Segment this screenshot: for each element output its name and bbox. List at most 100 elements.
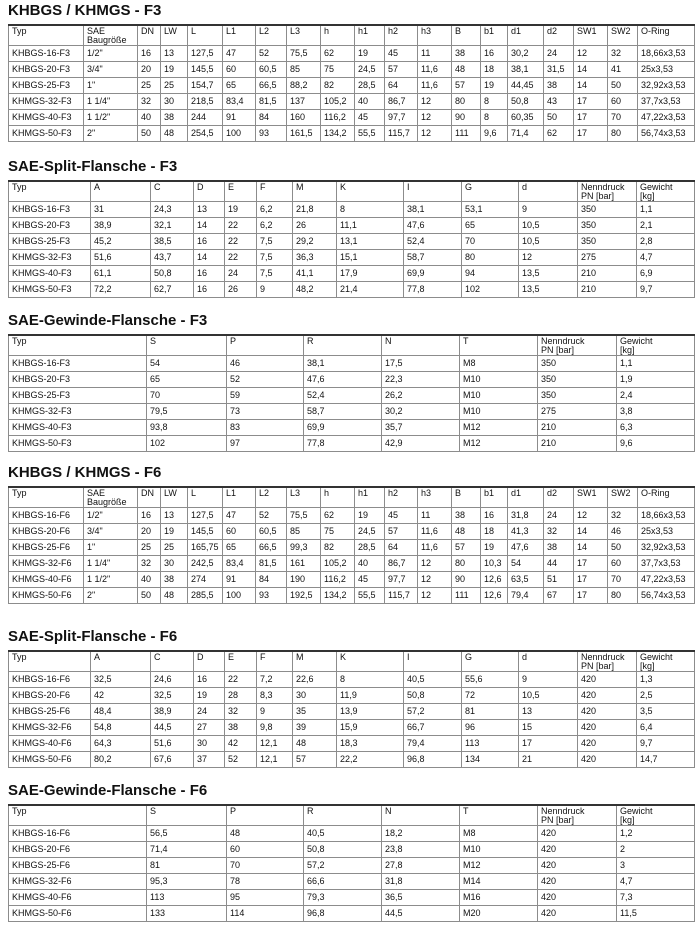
- table-cell: 70: [607, 109, 638, 126]
- table-cell: 19: [480, 77, 508, 94]
- table-cell: 102: [461, 281, 519, 298]
- table-cell: 48: [160, 125, 188, 142]
- table-cell: 56,5: [146, 825, 227, 842]
- table-cell: 111: [451, 125, 481, 142]
- table-cell: 7,5: [256, 265, 293, 282]
- column-header: h2: [384, 24, 418, 46]
- column-header: P: [226, 804, 304, 826]
- table-cell: 65: [222, 77, 256, 94]
- table-cell: 11,6: [417, 523, 452, 540]
- table-cell: 45: [384, 45, 418, 62]
- table-cell: 57: [451, 539, 481, 556]
- table-cell: 48: [226, 825, 304, 842]
- table-cell: KHMGS-50-F3: [8, 281, 91, 298]
- table-row: KHMGS-50-F6 2" 50 48 285,5 100 93 192,5 134,2 55,…: [8, 587, 695, 604]
- table-cell: 13: [193, 201, 225, 218]
- table-cell: 25x3,53: [637, 523, 695, 540]
- table-cell: KHBGS-20-F3: [8, 217, 91, 234]
- column-header: P: [226, 334, 304, 356]
- table-cell: 19: [160, 523, 188, 540]
- table-cell: 17: [573, 125, 608, 142]
- table-cell: 19: [354, 45, 385, 62]
- table-cell: 19: [354, 507, 385, 524]
- table-cell: 38,9: [150, 703, 194, 720]
- table-cell: 90: [451, 109, 481, 126]
- column-header: Nenndruck PN [bar]: [577, 650, 637, 672]
- table-cell: 12: [417, 109, 452, 126]
- table-cell: 42: [90, 687, 151, 704]
- column-header: M: [292, 180, 337, 202]
- table-cell: 69,9: [303, 419, 382, 436]
- table-cell: 26: [292, 217, 337, 234]
- table-cell: 11,9: [336, 687, 404, 704]
- table-cell: 57: [384, 523, 418, 540]
- section-title: KHBGS / KHMGS - F6: [8, 464, 162, 481]
- table-cell: 64: [384, 77, 418, 94]
- table-cell: 81,5: [255, 555, 287, 572]
- table-cell: 69,9: [403, 265, 462, 282]
- table-cell: 1": [83, 77, 138, 94]
- table-cell: 24,3: [150, 201, 194, 218]
- table-cell: 17: [573, 109, 608, 126]
- table-cell: 19: [224, 201, 257, 218]
- table-cell: 2,1: [636, 217, 695, 234]
- table-cell: 12: [417, 125, 452, 142]
- column-header: D: [193, 650, 225, 672]
- table-row: KHMGS-50-F6 133 114 96,8 44,5 M20 420 11,5: [8, 905, 695, 922]
- table-cell: 24,5: [354, 523, 385, 540]
- table-cell: 10,5: [518, 233, 578, 250]
- table-cell: 97,7: [384, 109, 418, 126]
- table-cell: 64: [384, 539, 418, 556]
- column-header: Nenndruck PN [bar]: [537, 804, 617, 826]
- column-header: Typ: [8, 804, 147, 826]
- table-cell: 53,1: [461, 201, 519, 218]
- table-cell: 11: [417, 45, 452, 62]
- table-row: KHMGS-32-F6 1 1/4" 32 30 242,5 83,4 81,5 161 105…: [8, 555, 695, 572]
- table-cell: 13,5: [518, 265, 578, 282]
- table-cell: 100: [222, 587, 256, 604]
- table-cell: 24: [224, 265, 257, 282]
- table-cell: 38: [160, 571, 188, 588]
- table-cell: KHBGS-16-F6: [8, 671, 91, 688]
- column-header: b1: [480, 486, 508, 508]
- table-row: KHBGS-25-F3 45,2 38,5 16 22 7,5 29,2 13,1 52,4 70…: [8, 233, 695, 250]
- table-cell: 46: [226, 355, 304, 372]
- table-cell: 12: [417, 555, 452, 572]
- table-cell: 57: [451, 77, 481, 94]
- table-cell: 127,5: [187, 507, 223, 524]
- table-cell: 88,2: [286, 77, 321, 94]
- table-cell: 57: [384, 61, 418, 78]
- table-cell: 31,8: [507, 507, 544, 524]
- table-row: KHMGS-40-F6 64,3 51,6 30 42 12,1 48 18,3 79,4 113…: [8, 735, 695, 752]
- table-cell: 30,2: [381, 403, 460, 420]
- table-cell: 9: [518, 671, 578, 688]
- table-cell: 1 1/4": [83, 555, 138, 572]
- table-cell: 16: [193, 281, 225, 298]
- table-row: KHMGS-40-F3 1 1/2" 40 38 244 91 84 160 116,2 45 97…: [8, 109, 695, 126]
- table-cell: 17: [573, 93, 608, 110]
- table-cell: 44: [543, 555, 574, 572]
- table-cell: 9: [256, 281, 293, 298]
- table-cell: 115,7: [384, 125, 418, 142]
- table-row: KHMGS-32-F3 79,5 73 58,7 30,2 M10 275 3,8: [8, 403, 695, 420]
- table-cell: 3/4": [83, 523, 138, 540]
- table-cell: 6,3: [616, 419, 695, 436]
- table-cell: 41: [607, 61, 638, 78]
- table-cell: M12: [459, 857, 538, 874]
- table-row: KHMGS-40-F6 113 95 79,3 36,5 M16 420 7,3: [8, 889, 695, 906]
- table-cell: 42: [224, 735, 257, 752]
- table-cell: 94: [461, 265, 519, 282]
- column-header: h3: [417, 24, 452, 46]
- table-cell: 65: [461, 217, 519, 234]
- table-cell: 11,6: [417, 61, 452, 78]
- table-cell: M8: [459, 825, 538, 842]
- table-cell: KHBGS-20-F6: [8, 841, 147, 858]
- table-cell: KHBGS-25-F3: [8, 77, 84, 94]
- table-cell: 12: [573, 507, 608, 524]
- table-cell: 28,5: [354, 77, 385, 94]
- column-header: h2: [384, 486, 418, 508]
- table-cell: 38: [224, 719, 257, 736]
- table-cell: 40: [354, 93, 385, 110]
